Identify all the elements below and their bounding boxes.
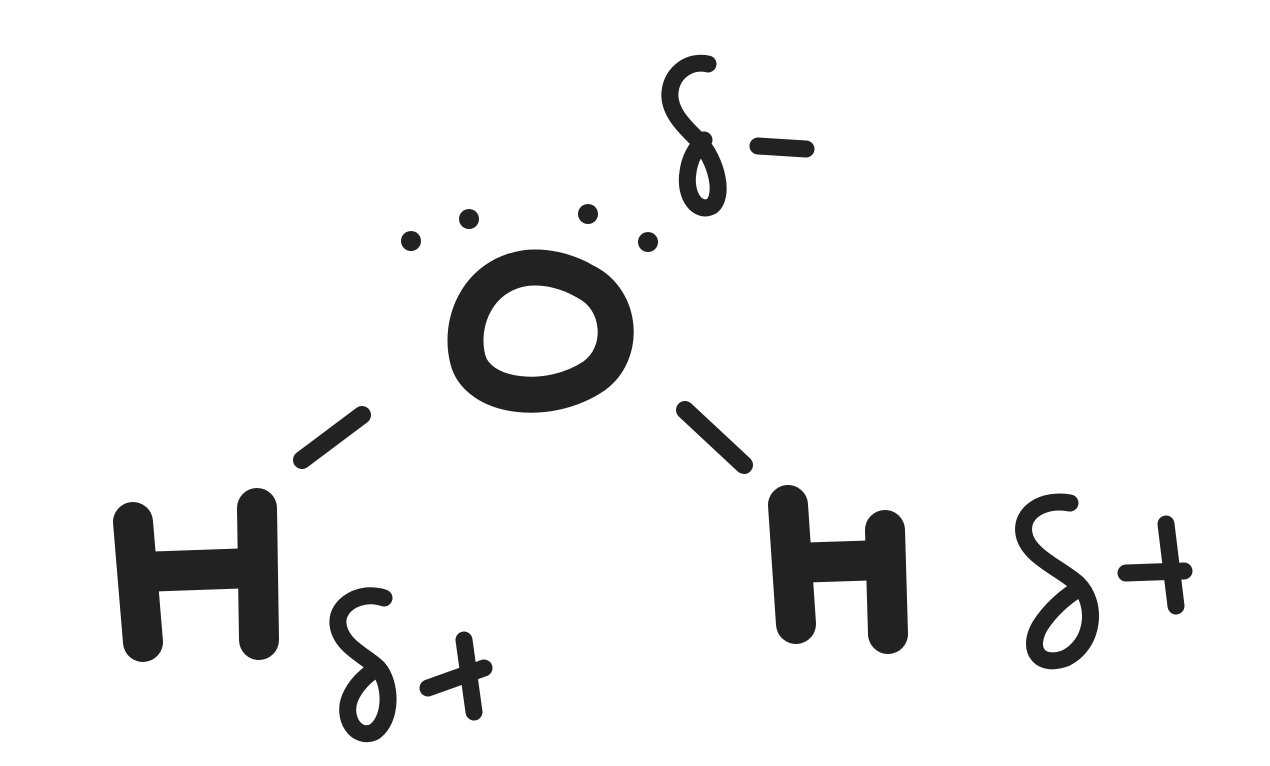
oxygen-partial-charge-delta-minus: [661, 54, 815, 217]
lone-pair-right: [578, 204, 658, 252]
lone-pair-left: [401, 209, 479, 251]
delta-symbol: [661, 54, 727, 217]
hydrogen-atom-right: [768, 485, 908, 654]
plus-horizontal: [1117, 562, 1193, 582]
plus-horizontal: [419, 659, 493, 697]
h-crossbar: [772, 540, 904, 583]
hydrogen-atom-left: [113, 488, 279, 662]
h-crossbar: [120, 548, 274, 592]
electron-dot: [638, 232, 658, 252]
hydrogen-left-partial-charge-delta-plus: [329, 587, 493, 743]
bond-oxygen-hydrogen-left: [293, 406, 371, 469]
delta-symbol: [1015, 493, 1099, 670]
oxygen-letter-o: [447, 249, 634, 413]
delta-symbol: [329, 587, 397, 743]
oxygen-lone-pairs: [401, 204, 658, 252]
electron-dot: [578, 204, 598, 224]
hydrogen-right-partial-charge-delta-plus: [1015, 493, 1193, 670]
bond-oxygen-hydrogen-right: [676, 401, 753, 474]
electron-dot: [459, 209, 479, 229]
electron-dot: [401, 231, 421, 251]
oxygen-atom: [447, 249, 634, 413]
minus-sign: [749, 137, 815, 158]
